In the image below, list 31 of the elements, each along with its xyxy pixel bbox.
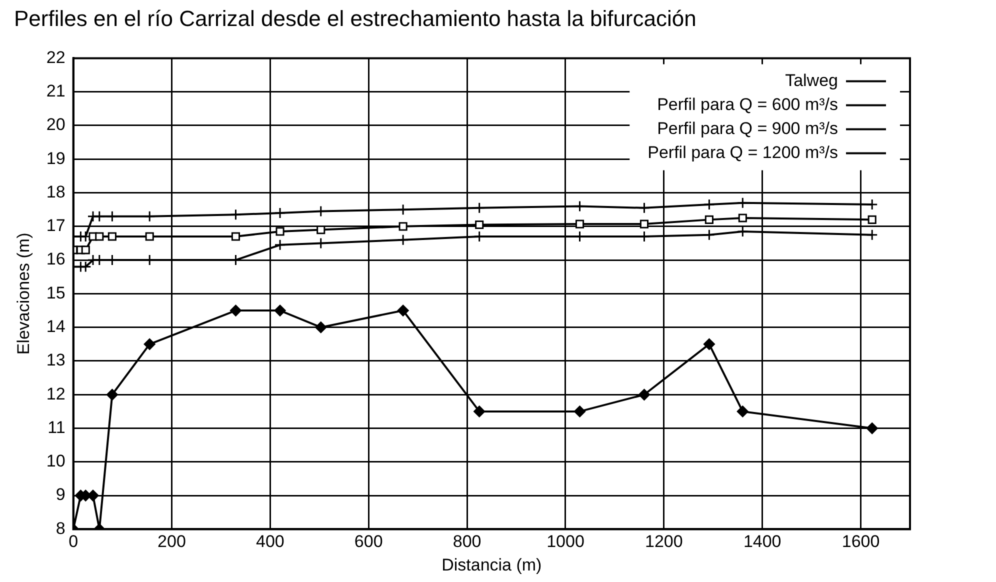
y-tick-label: 14 xyxy=(46,317,66,336)
x-tick-label: 1000 xyxy=(546,532,584,552)
legend-label: Perfil para Q = 900 m³/s xyxy=(657,118,838,138)
y-tick-label: 20 xyxy=(46,115,66,134)
y-tick-label: 17 xyxy=(46,216,66,236)
y-tick-label: 9 xyxy=(56,485,66,504)
x-tick-label: 1200 xyxy=(645,532,683,552)
x-tick-label: 1600 xyxy=(842,532,880,552)
x-tick-label: 600 xyxy=(354,532,383,552)
y-tick-label: 10 xyxy=(46,452,66,471)
y-tick-label: 15 xyxy=(46,283,66,302)
chart-title: Perfiles en el río Carrizal desde el estrechamiento hasta la bifurcación xyxy=(14,6,696,32)
y-tick-label: 19 xyxy=(46,148,66,168)
y-tick-label: 12 xyxy=(46,384,66,404)
x-tick-label: 0 xyxy=(68,532,78,552)
y-axis-title: Elevaciones (m) xyxy=(14,232,33,355)
y-tick-label: 13 xyxy=(46,350,66,370)
y-tick-label: 8 xyxy=(56,518,66,538)
x-tick-label: 400 xyxy=(256,532,284,552)
x-tick-label: 200 xyxy=(158,532,186,552)
y-tick-label: 16 xyxy=(46,250,66,269)
y-tick-label: 22 xyxy=(46,48,66,67)
x-tick-label: 1400 xyxy=(743,532,782,552)
x-tick-label: 800 xyxy=(452,532,482,552)
legend-label: Perfil para Q = 600 m³/s xyxy=(657,94,838,114)
x-axis-title: Distancia (m) xyxy=(442,555,542,574)
legend-label: Talweg xyxy=(785,70,838,90)
legend-label: Perfil para Q = 1200 m³/s xyxy=(648,142,838,162)
y-tick-label: 11 xyxy=(48,418,66,437)
y-tick-label: 21 xyxy=(46,82,66,101)
y-tick-label: 18 xyxy=(46,182,66,202)
